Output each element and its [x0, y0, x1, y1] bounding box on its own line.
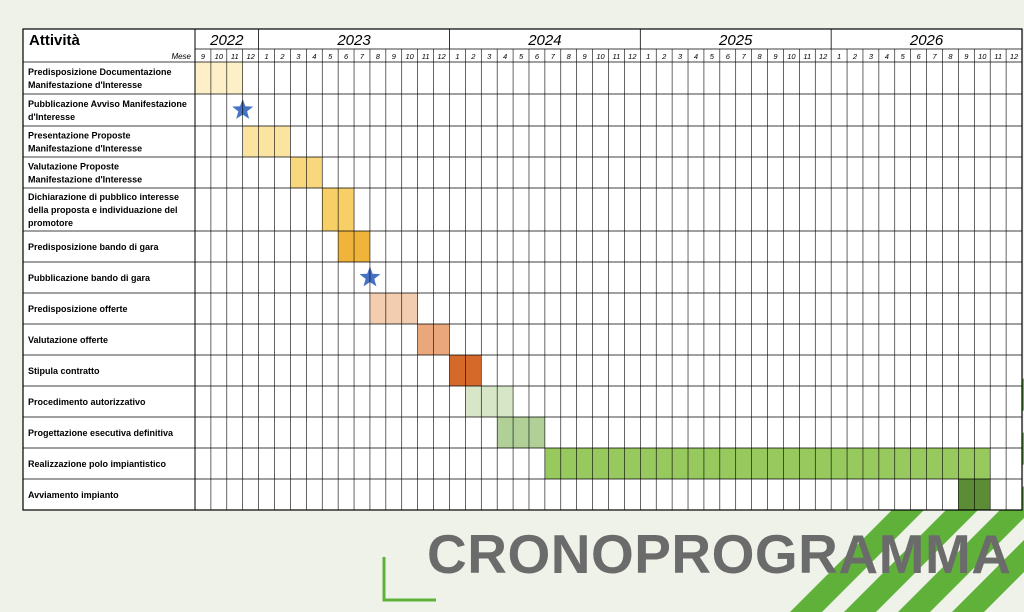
task-label: promotore	[28, 218, 73, 228]
month-label: 3	[678, 52, 683, 61]
month-label: 9	[392, 52, 397, 61]
month-label: 10	[787, 52, 796, 61]
month-label: 2	[661, 52, 667, 61]
task-label: Predisposizione bando di gara	[28, 242, 160, 252]
month-label: 1	[264, 52, 268, 61]
month-label: 1	[646, 52, 650, 61]
month-label: 5	[710, 52, 715, 61]
banner-title: CRONOPROGRAMMA	[427, 523, 1012, 585]
year-label: 2025	[718, 32, 753, 49]
month-label: 10	[215, 52, 224, 61]
month-label: 1	[455, 52, 459, 61]
month-label: 3	[296, 52, 301, 61]
year-label: 2026	[909, 32, 944, 49]
task-bar	[465, 386, 514, 417]
month-label: 4	[312, 52, 316, 61]
months-label: Mese	[171, 52, 191, 61]
month-label: 11	[613, 52, 621, 61]
task-label: Pubblicazione Avviso Manifestazione	[28, 99, 187, 109]
activity-header: Attività	[29, 32, 80, 49]
month-label: 11	[803, 52, 811, 61]
year-label: 2023	[336, 32, 371, 49]
month-label: 4	[503, 52, 507, 61]
month-label: 11	[231, 52, 239, 61]
month-label: 2	[852, 52, 858, 61]
month-label: 8	[948, 52, 953, 61]
month-label: 9	[773, 52, 778, 61]
month-label: 1	[837, 52, 841, 61]
month-label: 6	[726, 52, 731, 61]
month-label: 4	[694, 52, 698, 61]
month-label: 5	[901, 52, 906, 61]
task-label: Predisposizione offerte	[28, 304, 128, 314]
task-label: Manifestazione d'Interesse	[28, 144, 142, 154]
task-bar	[242, 126, 291, 157]
month-label: 8	[376, 52, 381, 61]
month-label: 7	[742, 52, 747, 61]
year-label: 2024	[527, 32, 561, 49]
task-label: Presentazione Proposte	[28, 131, 131, 141]
month-label: 8	[567, 52, 572, 61]
task-label: della proposta e individuazione del	[28, 205, 178, 215]
month-label: 12	[628, 52, 637, 61]
task-label: Progettazione esecutiva definitiva	[28, 428, 174, 438]
task-label: Manifestazione d'Interesse	[28, 80, 142, 90]
task-label: Valutazione offerte	[28, 335, 108, 345]
month-label: 5	[328, 52, 333, 61]
task-bar	[497, 417, 545, 448]
month-label: 10	[406, 52, 415, 61]
month-label: 7	[932, 52, 937, 61]
month-label: 7	[360, 52, 365, 61]
task-label: Dichiarazione di pubblico interesse	[28, 192, 179, 202]
task-label: Pubblicazione bando di gara	[28, 273, 151, 283]
month-label: 6	[344, 52, 349, 61]
month-label: 11	[422, 52, 430, 61]
month-label: 10	[978, 52, 987, 61]
month-label: 7	[551, 52, 556, 61]
task-label: Realizzazione polo impiantistico	[28, 459, 167, 469]
month-label: 3	[869, 52, 874, 61]
month-label: 3	[487, 52, 492, 61]
year-label: 2022	[209, 32, 244, 49]
task-label: Valutazione Proposte	[28, 162, 119, 172]
month-label: 6	[917, 52, 922, 61]
month-label: 12	[246, 52, 255, 61]
month-label: 9	[201, 52, 206, 61]
stripe	[898, 486, 1024, 612]
bracket-line	[382, 557, 436, 602]
task-bar	[369, 293, 418, 324]
month-label: 12	[819, 52, 828, 61]
month-label: 6	[535, 52, 540, 61]
month-label: 5	[519, 52, 524, 61]
month-label: 11	[994, 52, 1002, 61]
month-label: 9	[583, 52, 588, 61]
stripe	[952, 540, 1024, 612]
month-label: 10	[596, 52, 605, 61]
task-label: d'Interesse	[28, 112, 75, 122]
task-label: Stipula contratto	[28, 366, 100, 376]
month-label: 2	[279, 52, 285, 61]
chart-frame	[22, 28, 1023, 511]
task-bar	[195, 62, 243, 94]
month-label: 12	[1010, 52, 1019, 61]
month-label: 2	[470, 52, 476, 61]
task-label: Manifestazione d'Interesse	[28, 175, 142, 185]
task-label: Avviamento impianto	[28, 490, 119, 500]
month-label: 8	[758, 52, 763, 61]
task-label: Procedimento autorizzativo	[28, 397, 146, 407]
month-label: 9	[964, 52, 969, 61]
month-label: 4	[885, 52, 889, 61]
task-label: Predisposizione Documentazione	[28, 67, 172, 77]
month-label: 12	[437, 52, 446, 61]
